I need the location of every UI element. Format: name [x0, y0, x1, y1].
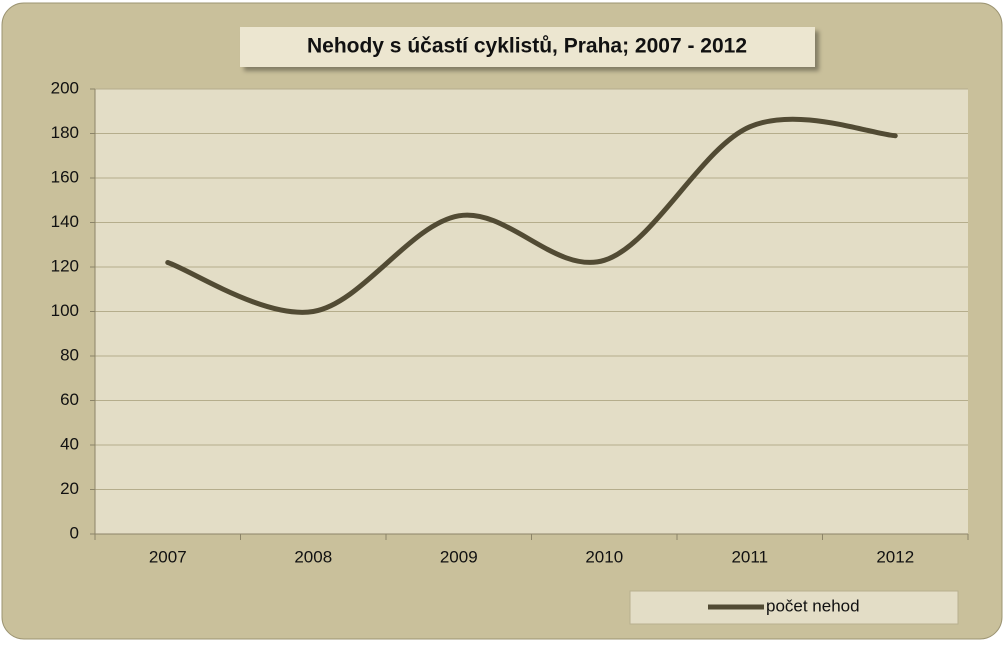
y-tick-label: 60 [60, 390, 79, 409]
x-tick-label: 2008 [294, 547, 332, 566]
y-tick-label: 160 [51, 167, 79, 186]
x-tick-label: 2012 [876, 547, 914, 566]
title-box [240, 27, 815, 67]
y-tick-label: 20 [60, 479, 79, 498]
y-tick-label: 0 [70, 523, 79, 542]
y-tick-label: 120 [51, 256, 79, 275]
y-tick-label: 80 [60, 345, 79, 364]
legend-label: počet nehod [766, 596, 860, 615]
y-tick-label: 40 [60, 434, 79, 453]
chart-title: Nehody s účastí cyklistů, Praha; 2007 - … [307, 35, 747, 58]
x-tick-label: 2009 [440, 547, 478, 566]
x-tick-label: 2011 [731, 547, 768, 566]
data-line [165, 116, 898, 315]
x-tick-label: 2007 [149, 547, 187, 566]
y-tick-label: 180 [51, 123, 79, 142]
y-tick-label: 200 [51, 78, 79, 97]
x-tick-label: 2010 [585, 547, 623, 566]
y-tick-label: 140 [51, 212, 79, 231]
y-tick-label: 100 [51, 301, 79, 320]
legend [629, 590, 959, 625]
